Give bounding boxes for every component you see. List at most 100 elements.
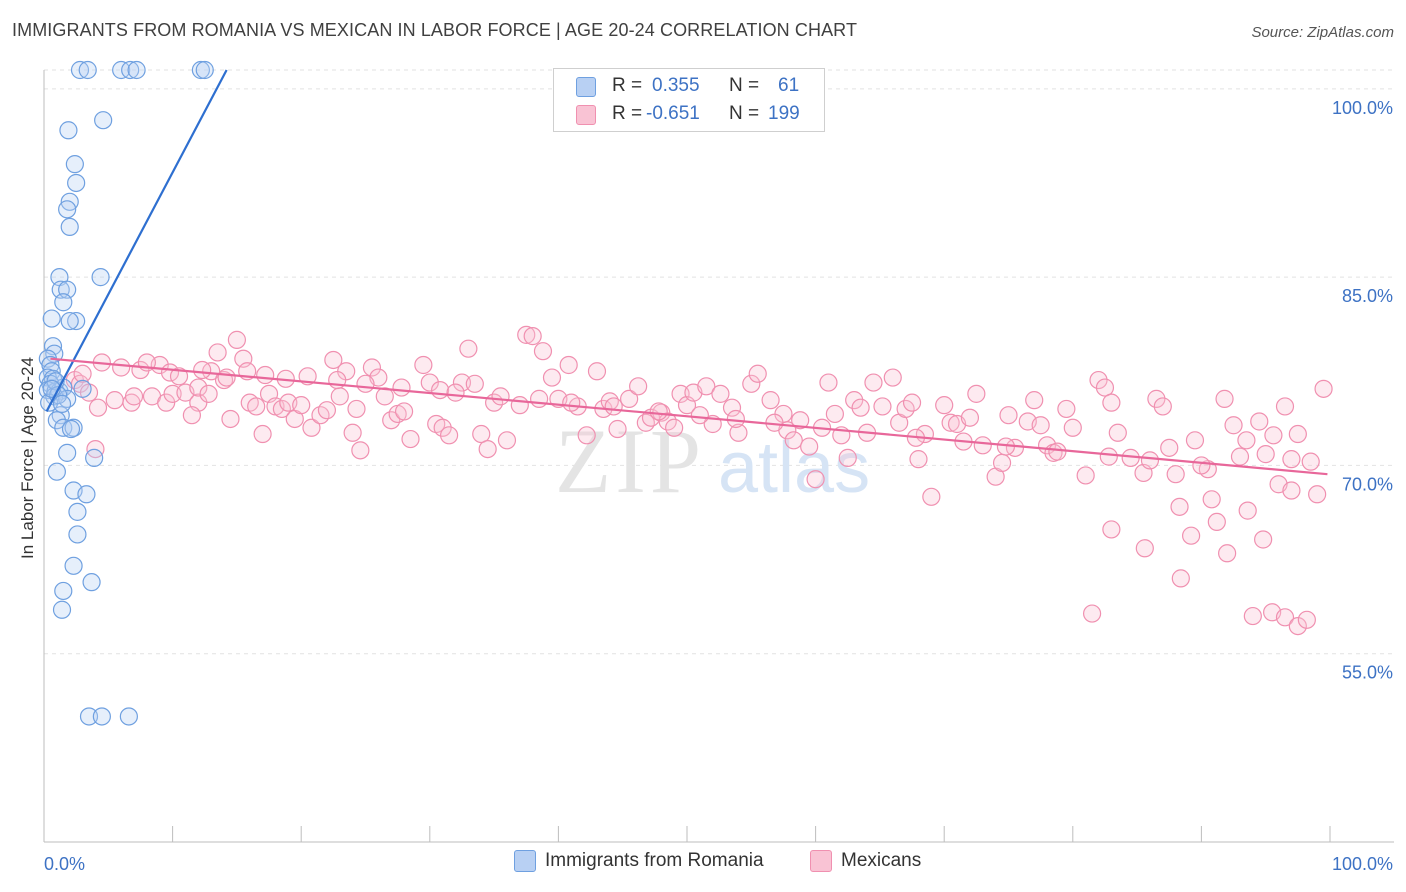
mexican-point xyxy=(1192,456,1211,475)
mexican-point xyxy=(620,389,639,408)
y-tick-label: 100.0% xyxy=(1332,98,1393,118)
mexican-point xyxy=(851,398,870,417)
mexican-point xyxy=(909,450,928,469)
mexican-point xyxy=(347,399,366,419)
mexican-point xyxy=(1102,393,1121,412)
mexican-point xyxy=(1288,616,1307,636)
mexican-point xyxy=(1215,389,1234,408)
mexican-point xyxy=(439,426,459,445)
mexican-point xyxy=(577,426,596,445)
mexican-point xyxy=(124,387,144,406)
mexican-point xyxy=(199,384,218,403)
mexican-point xyxy=(491,387,510,406)
romania-point xyxy=(67,173,86,193)
romania-point xyxy=(58,200,77,219)
mexican-point xyxy=(1182,526,1201,545)
mexican-point xyxy=(608,419,627,439)
legend-swatch-romania xyxy=(576,77,596,97)
mexican-point xyxy=(845,391,864,410)
romania-point xyxy=(92,707,111,726)
mexican-point xyxy=(533,342,553,361)
mexican-point xyxy=(838,448,857,467)
mexican-point xyxy=(1031,416,1050,435)
mexican-point xyxy=(1147,389,1166,408)
mexican-point xyxy=(1099,447,1118,466)
romania-point xyxy=(79,707,99,726)
mexican-point xyxy=(562,393,581,412)
mexican-point xyxy=(604,397,623,416)
mexican-point xyxy=(941,413,960,432)
mexican-point xyxy=(671,384,690,403)
mexican-point xyxy=(1254,530,1273,549)
x-tick-label: 0.0% xyxy=(44,854,85,874)
legend-n-value: 61 xyxy=(778,75,800,96)
mexican-point xyxy=(105,391,124,410)
mexican-point xyxy=(1135,539,1154,558)
mexican-point xyxy=(1082,604,1102,623)
mexican-point xyxy=(523,327,542,346)
romania-point xyxy=(58,443,77,462)
mexican-point xyxy=(1207,512,1226,532)
mexicans-points xyxy=(65,325,1333,636)
watermark-atlas: atlas xyxy=(718,428,870,508)
mexican-point xyxy=(690,406,709,425)
mexican-point xyxy=(343,423,362,442)
legend-label-romania: Immigrants from Romania xyxy=(545,850,764,871)
mexican-point xyxy=(253,424,272,444)
mexican-point xyxy=(1308,485,1327,504)
mexican-point xyxy=(1288,424,1307,444)
romania-point xyxy=(85,448,104,467)
romania-point xyxy=(54,581,73,601)
mexican-point xyxy=(163,384,182,403)
legend-swatch-romania xyxy=(514,850,536,872)
mexican-point xyxy=(478,439,497,459)
mexican-point xyxy=(182,406,201,425)
romania-point xyxy=(54,418,73,437)
legend-r-label: R = xyxy=(612,75,643,96)
mexican-point xyxy=(530,389,549,408)
romania-point xyxy=(68,525,87,544)
mexican-point xyxy=(922,487,941,506)
legend-item-romania: Immigrants from Romania xyxy=(514,850,764,872)
mexican-point xyxy=(726,409,745,429)
mexican-point xyxy=(864,373,883,392)
mexican-point xyxy=(819,373,838,392)
legend-swatch-mexicans xyxy=(810,850,832,872)
mexican-point xyxy=(902,393,922,412)
mexican-point xyxy=(967,384,986,403)
romania-point xyxy=(42,309,61,328)
x-tick-label: 100.0% xyxy=(1332,854,1393,874)
romania-point xyxy=(60,311,79,331)
mexican-point xyxy=(189,378,208,397)
watermark-zip: ZIP xyxy=(555,410,705,512)
mexican-point xyxy=(1170,497,1189,516)
mexican-point xyxy=(1264,426,1283,445)
mexican-point xyxy=(883,368,902,387)
mexican-point xyxy=(1256,445,1275,464)
mexican-point xyxy=(791,411,810,430)
watermark: ZIP atlas xyxy=(555,410,870,512)
romania-point xyxy=(73,379,92,398)
mexican-point xyxy=(559,355,578,375)
y-tick-label: 55.0% xyxy=(1342,663,1393,683)
mexican-point xyxy=(722,398,742,417)
mexican-point xyxy=(330,387,349,406)
mexican-point xyxy=(761,391,780,410)
y-axis-label: In Labor Force | Age 20-24 xyxy=(18,357,37,559)
mexican-point xyxy=(1224,416,1243,435)
mexican-point xyxy=(208,343,227,362)
mexican-point xyxy=(636,413,655,432)
mexican-point xyxy=(1166,465,1185,484)
mexican-point xyxy=(169,367,189,386)
romania-point xyxy=(58,389,77,408)
mexican-point xyxy=(517,325,536,344)
mexican-point xyxy=(362,358,382,377)
mexican-point xyxy=(256,365,275,385)
mexican-point xyxy=(665,418,684,437)
mexican-point xyxy=(1025,391,1044,410)
legend-n-label: N = xyxy=(729,103,760,124)
mexican-point xyxy=(1218,544,1237,563)
mexican-point xyxy=(1095,378,1115,397)
mexican-point xyxy=(1282,481,1301,500)
mexican-point xyxy=(1108,423,1127,442)
